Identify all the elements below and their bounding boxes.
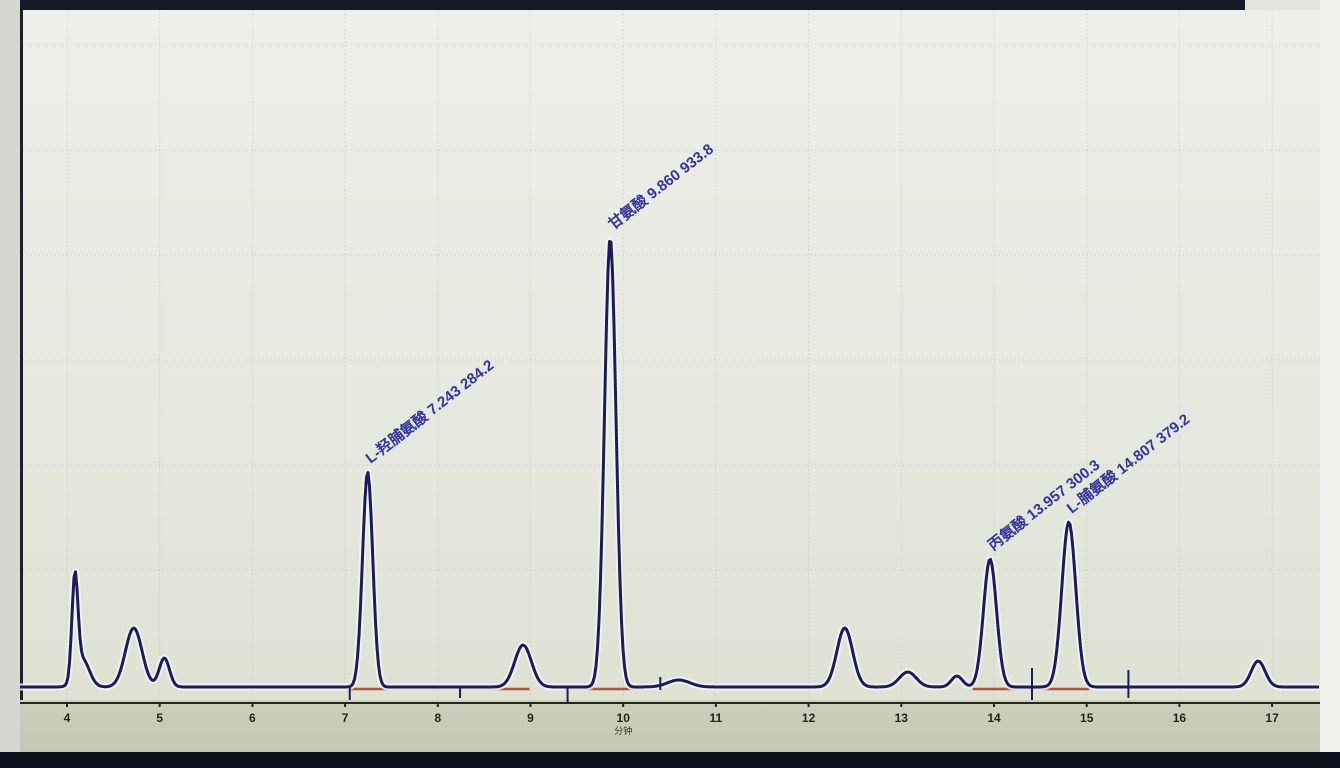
chromatogram-trace [20, 240, 1319, 689]
x-tick-label: 17 [1265, 711, 1279, 725]
x-tick-label: 13 [895, 711, 909, 725]
time-axis-band [20, 700, 1320, 752]
window-bottom-border [0, 752, 1340, 768]
x-tick-label: 10 [617, 711, 631, 725]
peak-label: L-羟脯氨酸 7.243 284.2 [362, 356, 497, 467]
window-top-border [20, 0, 1245, 10]
x-tick-label: 8 [434, 711, 441, 725]
peak-label: 甘氨酸 9.860 933.8 [605, 140, 717, 233]
x-tick-label: 7 [342, 711, 349, 725]
x-tick-label: 16 [1173, 711, 1187, 725]
x-tick-label: 5 [156, 711, 163, 725]
screen-top-right-corner [1245, 0, 1320, 10]
x-tick-label: 14 [987, 711, 1001, 725]
x-tick-label: 9 [527, 711, 534, 725]
chromatogram-plot-area [20, 10, 1320, 700]
x-tick-label: 15 [1080, 711, 1094, 725]
x-tick-label: 4 [64, 711, 71, 725]
x-tick-label: 6 [249, 711, 256, 725]
x-tick-label: 12 [802, 711, 816, 725]
screen-left-margin [0, 0, 20, 752]
screen-right-margin [1320, 0, 1340, 752]
x-axis-unit-label: 分钟 [614, 725, 632, 736]
x-tick-label: 11 [710, 711, 723, 725]
